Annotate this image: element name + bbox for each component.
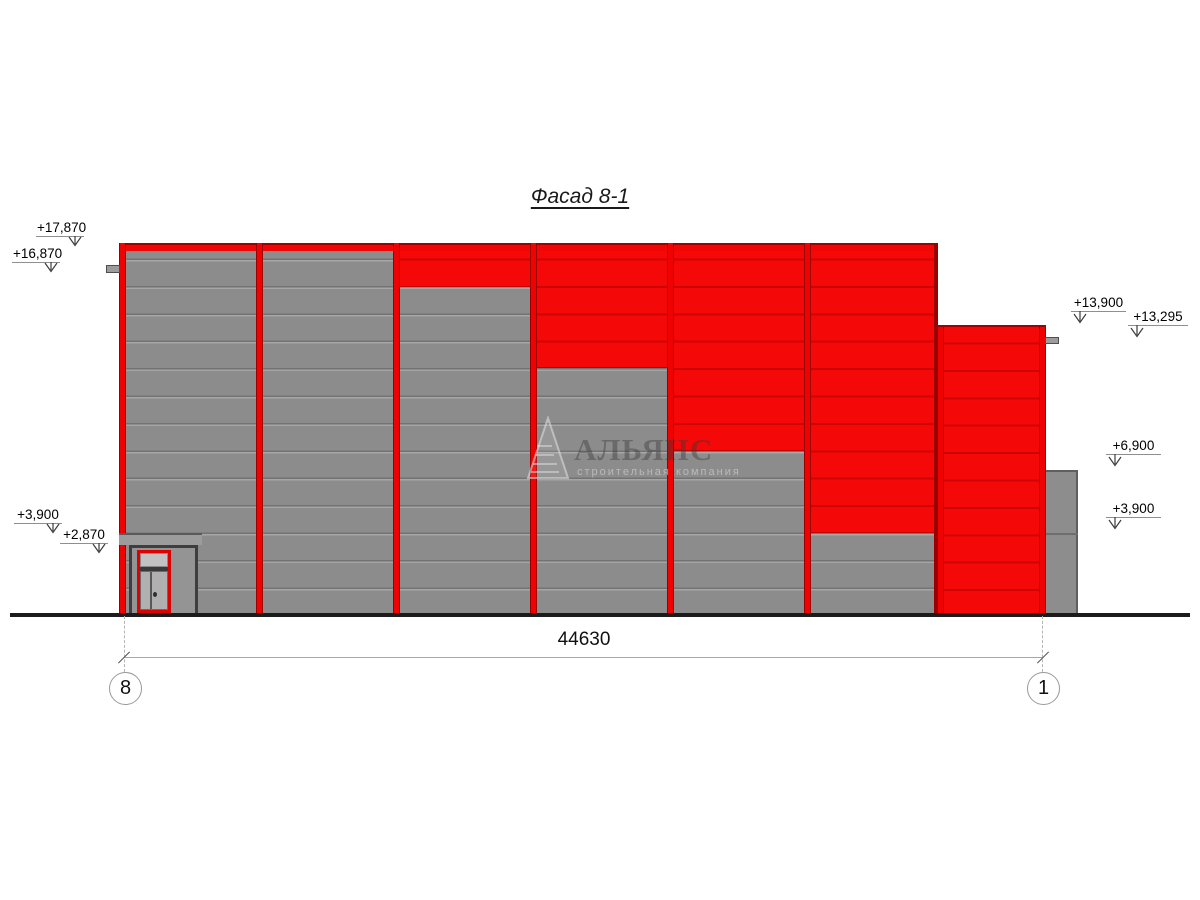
elevation-label: +2,870 [63, 527, 105, 542]
red-cladding-step-3 [667, 243, 811, 451]
mullion [667, 243, 674, 613]
parapet-band [119, 243, 938, 251]
elevation-leader [1071, 311, 1126, 312]
dimension-value: 44630 [557, 629, 611, 650]
block-edge-line [934, 243, 938, 613]
entrance-door [137, 550, 171, 613]
entrance-porch [119, 533, 202, 545]
mullion [804, 243, 811, 613]
side-wall [1046, 470, 1078, 613]
facade-main-block [119, 243, 938, 613]
extension-line [1042, 616, 1043, 672]
left-canopy-tab [106, 265, 120, 273]
extension-line [124, 616, 125, 672]
grid-axis-bubble-1: 1 [1027, 672, 1060, 705]
drawing-title: Фасад 8-1 [530, 185, 630, 208]
elevation-label: +16,870 [13, 246, 63, 261]
elevation-label: +3,900 [17, 507, 59, 522]
facade-lower-block [937, 325, 1046, 613]
elevation-leader [14, 523, 62, 524]
grid-axis-label: 8 [119, 677, 132, 699]
grid-axis-bubble-8: 8 [109, 672, 142, 705]
door-leaf [140, 571, 168, 610]
ground-line [10, 613, 1190, 617]
door-handle-icon [153, 592, 157, 598]
elevation-leader [1128, 325, 1188, 326]
right-canopy-tab [1045, 337, 1059, 344]
dimension-line [124, 657, 1043, 658]
elevation-marker: +2,870 [60, 527, 108, 554]
elevation-label: +13,295 [1133, 309, 1183, 324]
elevation-arrow-icon [1108, 454, 1122, 467]
mullion [530, 243, 537, 613]
mullion [256, 243, 263, 613]
elevation-marker: +13,900 [1071, 295, 1126, 324]
mullion [393, 243, 400, 613]
elevation-marker: +3,900 [14, 507, 62, 534]
elevation-arrow-icon [92, 543, 106, 554]
red-cladding-step-4 [804, 243, 934, 533]
elevation-arrow-icon [1073, 311, 1087, 324]
elevation-marker: +16,870 [12, 246, 63, 273]
mullion [937, 327, 944, 613]
elevation-marker: +13,295 [1128, 309, 1188, 338]
door-leaf-split [150, 572, 152, 609]
elevation-arrow-icon [1108, 517, 1122, 530]
mullion [119, 243, 126, 613]
elevation-leader [60, 543, 108, 544]
elevation-label: +6,900 [1112, 438, 1155, 453]
elevation-leader [12, 262, 60, 263]
elevation-leader [36, 236, 84, 237]
elevation-marker: +6,900 [1106, 438, 1161, 467]
door-bar [140, 567, 168, 571]
door-transom [140, 553, 168, 567]
elevation-label: +3,900 [1112, 501, 1155, 516]
mullion [1039, 327, 1046, 613]
elevation-arrow-icon [46, 523, 60, 534]
elevation-arrow-icon [68, 236, 82, 247]
grid-axis-label: 1 [1037, 677, 1050, 699]
wall-seam [1046, 533, 1078, 535]
elevation-leader [1106, 454, 1161, 455]
elevation-arrow-icon [1130, 325, 1144, 338]
elevation-leader [1106, 517, 1161, 518]
red-cladding-step-2 [530, 243, 674, 368]
elevation-marker: +3,900 [1106, 501, 1161, 530]
elevation-label: +13,900 [1073, 295, 1124, 310]
elevation-label: +17,870 [37, 220, 87, 235]
elevation-arrow-icon [44, 262, 58, 273]
elevation-marker: +17,870 [36, 220, 87, 247]
